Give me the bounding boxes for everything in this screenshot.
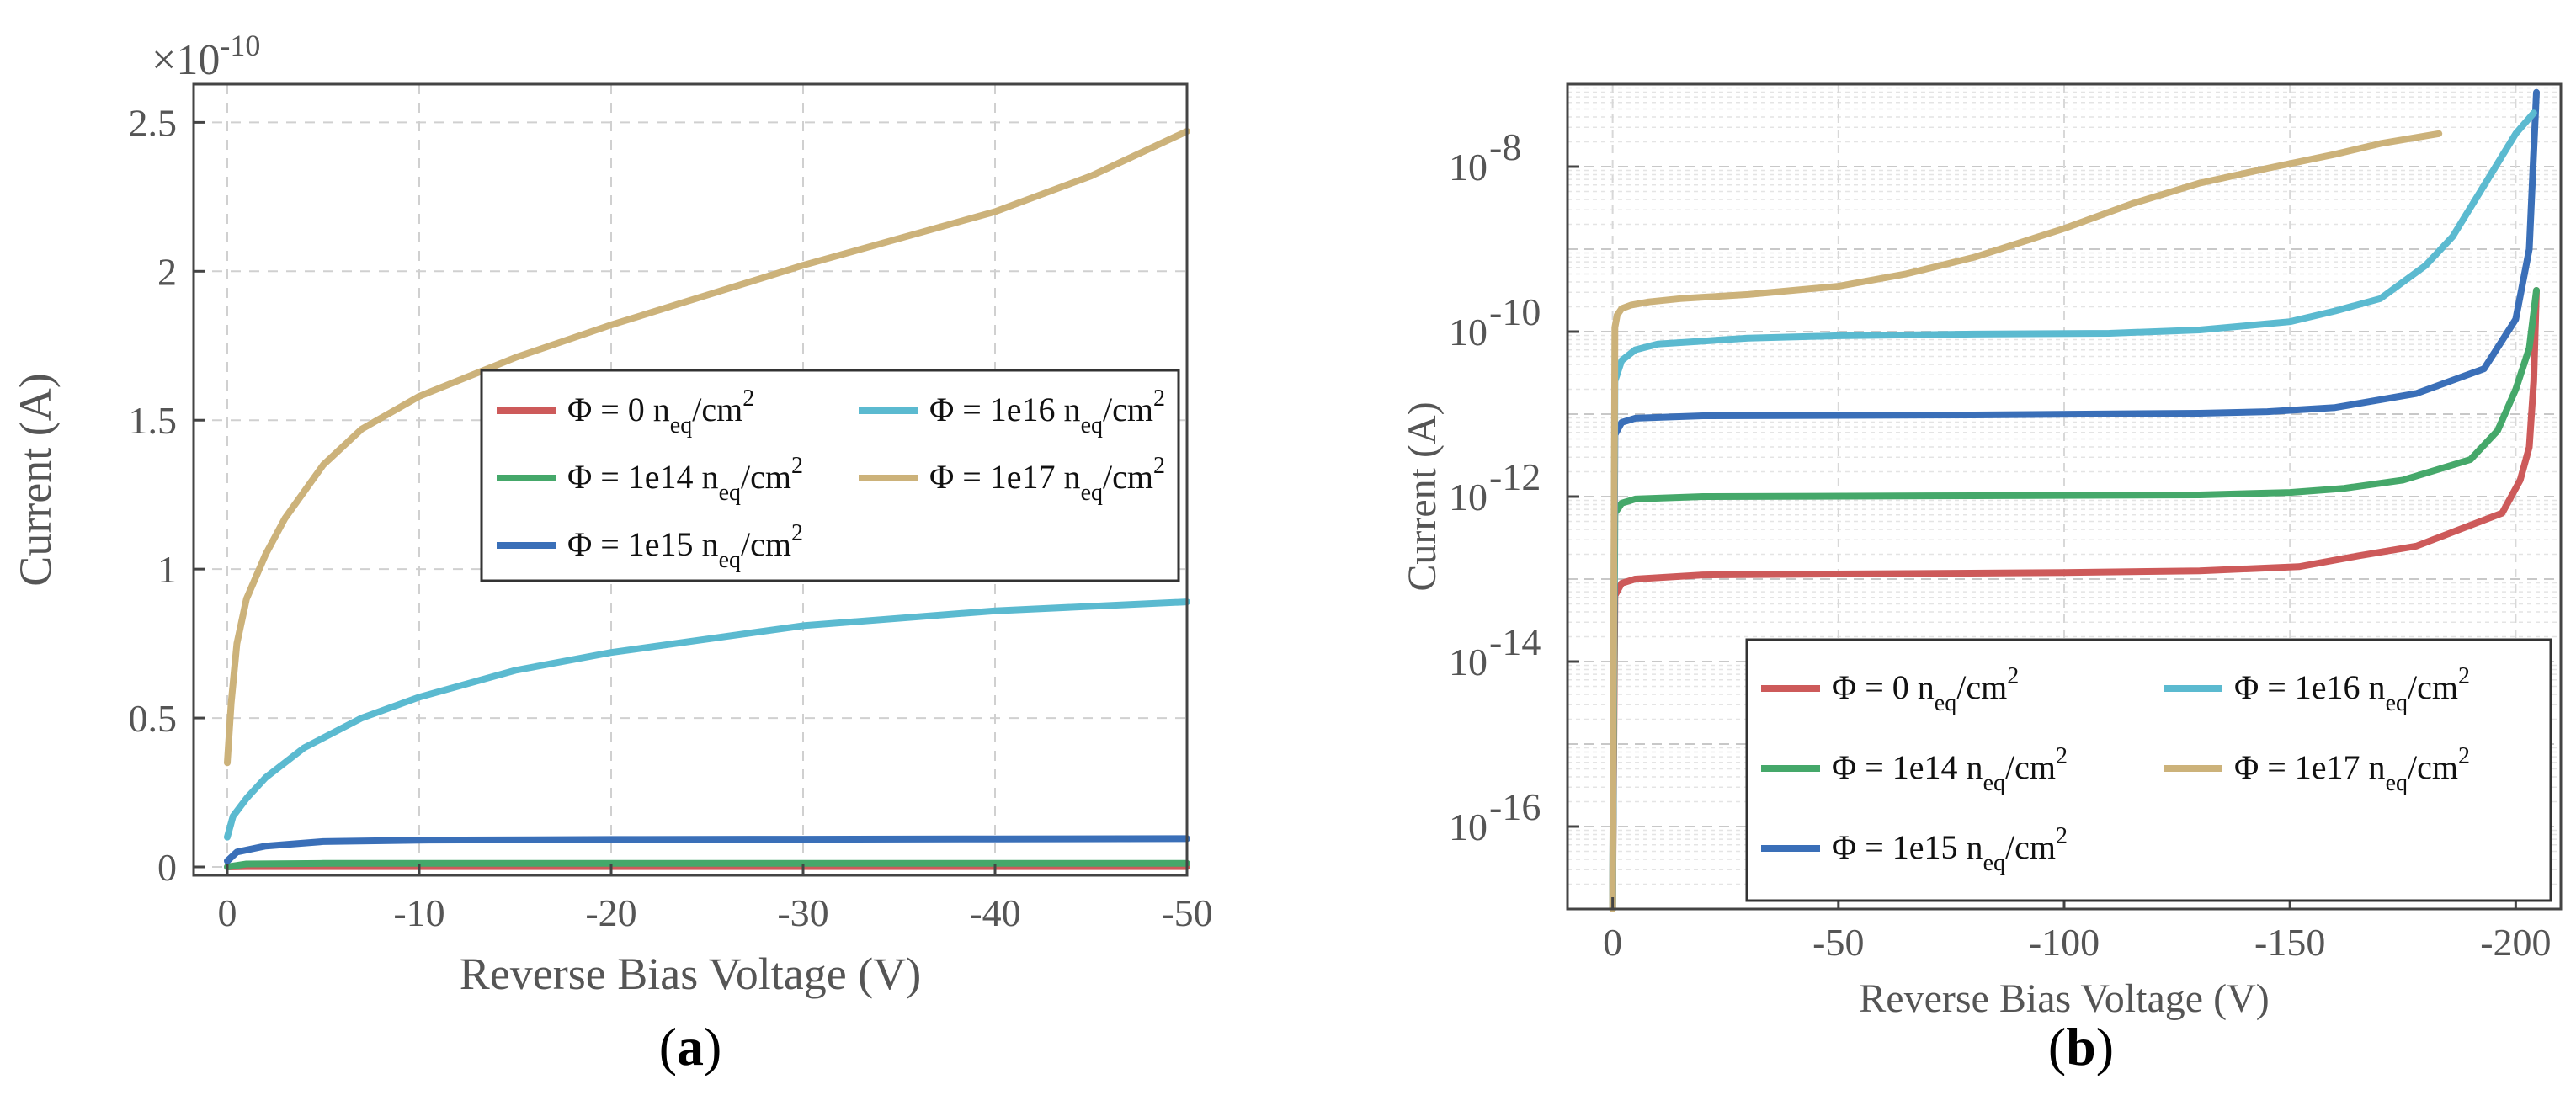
panel-a-y-exponent: ×10-10 bbox=[152, 29, 260, 84]
series-line-phi1e15 bbox=[224, 835, 1190, 864]
x-tick-label: -50 bbox=[1161, 891, 1212, 934]
series-line-phi1e17 bbox=[1609, 130, 2443, 912]
y-tick-label: 1.5 bbox=[129, 399, 178, 442]
y-tick-label: 0.5 bbox=[129, 697, 178, 740]
x-tick-label: 0 bbox=[1603, 921, 1622, 964]
x-tick-label: -10 bbox=[393, 891, 444, 934]
y-tick-label: 10 bbox=[1449, 311, 1488, 354]
y-tick-label: 10 bbox=[1449, 476, 1488, 518]
legend-label-phi1e17: Φ = 1e17 neq/cm2 bbox=[2234, 743, 2470, 796]
legend-label-phi1e17: Φ = 1e17 neq/cm2 bbox=[929, 453, 1165, 506]
panel-b-x-axis-label: Reverse Bias Voltage (V) bbox=[1859, 976, 2269, 1021]
series-line-phi1e16 bbox=[224, 598, 1190, 841]
x-tick-label: -200 bbox=[2480, 921, 2551, 964]
panel-a-series-group bbox=[224, 128, 1190, 870]
panel-b-series-group bbox=[1609, 88, 2540, 912]
series-line-phi1e14 bbox=[224, 859, 1190, 870]
series-line-phi1e14 bbox=[1609, 287, 2540, 912]
y-tick-label: 10 bbox=[1449, 641, 1488, 683]
y-tick-label: 0 bbox=[157, 846, 177, 889]
panel-a-legend: Φ = 0 neq/cm2 Φ = 1e16 neq/cm2 Φ = 1e14 ne… bbox=[480, 369, 1180, 582]
panel-a-y-ticks: 0 0.5 1 1.5 2 2.5 bbox=[129, 101, 205, 889]
legend-label-phi1e14: Φ = 1e14 neq/cm2 bbox=[1832, 743, 2068, 796]
legend-label-phi0: Φ = 0 neq/cm2 bbox=[567, 385, 754, 439]
y-tick-label: 2 bbox=[157, 250, 177, 293]
panel-b-label: (b) bbox=[2048, 1017, 2114, 1076]
x-tick-label: -20 bbox=[585, 891, 636, 934]
legend-box bbox=[480, 369, 1180, 582]
y-tick-label: 10 bbox=[1449, 146, 1488, 189]
y-tick-label: 2.5 bbox=[129, 101, 178, 144]
x-tick-label: -100 bbox=[2029, 921, 2100, 964]
legend-label-phi1e15: Φ = 1e15 neq/cm2 bbox=[1832, 823, 2068, 876]
y-tick-exponent: -14 bbox=[1489, 620, 1541, 663]
y-tick-exponent: -10 bbox=[1489, 290, 1541, 333]
series-line-phi0 bbox=[1609, 287, 2540, 912]
panel-b-y-axis-label: Current (A) bbox=[1400, 401, 1445, 591]
panel-a-chart: 0 -10 -20 -30 -40 -50 0 0.5 1 1.5 2 2.5 ×10-10 Rev… bbox=[10, 29, 1213, 1076]
panel-a-label: (a) bbox=[659, 1017, 722, 1076]
series-line-phi1e16 bbox=[1609, 109, 2537, 912]
legend-label-phi1e16: Φ = 1e16 neq/cm2 bbox=[929, 385, 1165, 439]
y-tick-label: 10 bbox=[1449, 805, 1488, 848]
x-tick-label: -30 bbox=[777, 891, 828, 934]
y-tick-exponent: -8 bbox=[1489, 125, 1521, 168]
legend-label-phi1e16: Φ = 1e16 neq/cm2 bbox=[2234, 663, 2470, 716]
y-tick-exponent: -16 bbox=[1489, 785, 1541, 828]
x-tick-label: -150 bbox=[2254, 921, 2325, 964]
x-tick-label: 0 bbox=[218, 891, 237, 934]
y-tick-exponent: -12 bbox=[1489, 455, 1541, 498]
series-line-phi1e15 bbox=[1609, 88, 2540, 912]
legend-label-phi1e14: Φ = 1e14 neq/cm2 bbox=[567, 453, 803, 506]
x-tick-label: -50 bbox=[1812, 921, 1864, 964]
series-line-phi1e17 bbox=[224, 128, 1190, 767]
panel-a-y-axis-label: Current (A) bbox=[10, 373, 61, 586]
panel-a-x-ticks: 0 -10 -20 -30 -40 -50 bbox=[218, 864, 1213, 934]
legend-label-phi0: Φ = 0 neq/cm2 bbox=[1832, 663, 2019, 716]
y-tick-label: 1 bbox=[157, 548, 177, 591]
panel-a-x-axis-label: Reverse Bias Voltage (V) bbox=[460, 949, 921, 999]
x-tick-label: -40 bbox=[969, 891, 1020, 934]
panel-a-plot-frame bbox=[192, 82, 1189, 877]
legend-box bbox=[1745, 638, 2552, 902]
panel-b-legend: Φ = 0 neq/cm2 Φ = 1e16 neq/cm2 Φ = 1e14 ne… bbox=[1745, 638, 2552, 902]
legend-label-phi1e15: Φ = 1e15 neq/cm2 bbox=[567, 520, 803, 573]
panel-b-x-ticks: 0 -50 -100 -150 -200 bbox=[1603, 897, 2552, 964]
